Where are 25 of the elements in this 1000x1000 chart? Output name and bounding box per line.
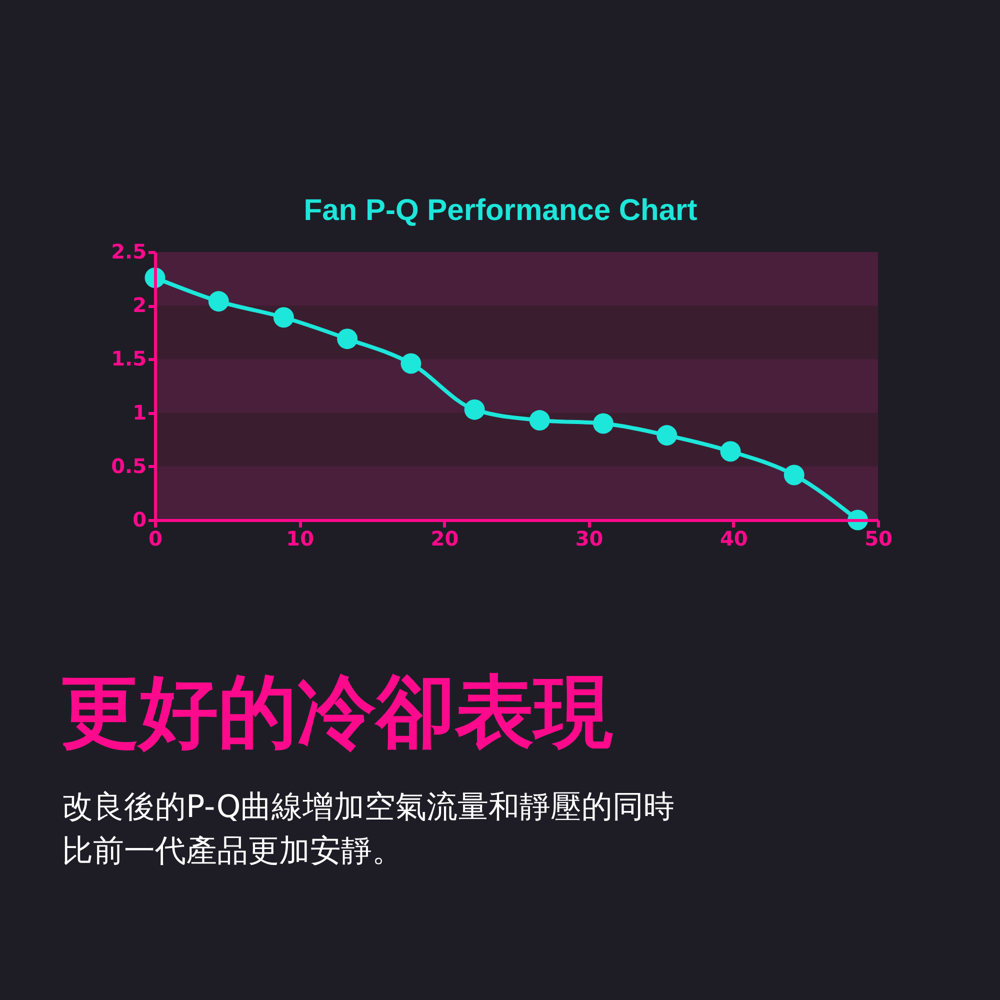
point <box>529 410 550 431</box>
point <box>337 328 358 350</box>
x-tick-label: 40 <box>720 526 748 550</box>
point <box>656 425 678 446</box>
x-tick-label: 30 <box>575 526 604 550</box>
y-tick-label: 2 <box>132 293 146 318</box>
x-tick-label: 20 <box>430 526 459 550</box>
point <box>464 399 485 420</box>
y-tick-label: 0 <box>132 508 146 532</box>
text: 更好的冷卻表現 <box>60 666 613 758</box>
y-tick-label: 1.5 <box>111 346 146 371</box>
chart-title: Fan P-Q Performance Chart <box>304 194 698 227</box>
x-tick-label: 50 <box>864 526 892 550</box>
y-tick-label: 1 <box>132 400 146 424</box>
point <box>273 307 294 328</box>
point <box>720 441 741 462</box>
y-tick-label: 2.5 <box>111 240 146 264</box>
x-tick-label: 10 <box>286 526 314 550</box>
point <box>400 353 422 374</box>
point <box>208 291 229 312</box>
y-tick-label: 0.5 <box>111 454 146 478</box>
text: 改良後的P-Q曲線增加空氣流量和靜壓的同時比前一代產品更加安靜。 <box>62 789 675 869</box>
x-tick-label: 0 <box>148 526 162 550</box>
point <box>784 464 804 486</box>
point <box>593 413 614 434</box>
